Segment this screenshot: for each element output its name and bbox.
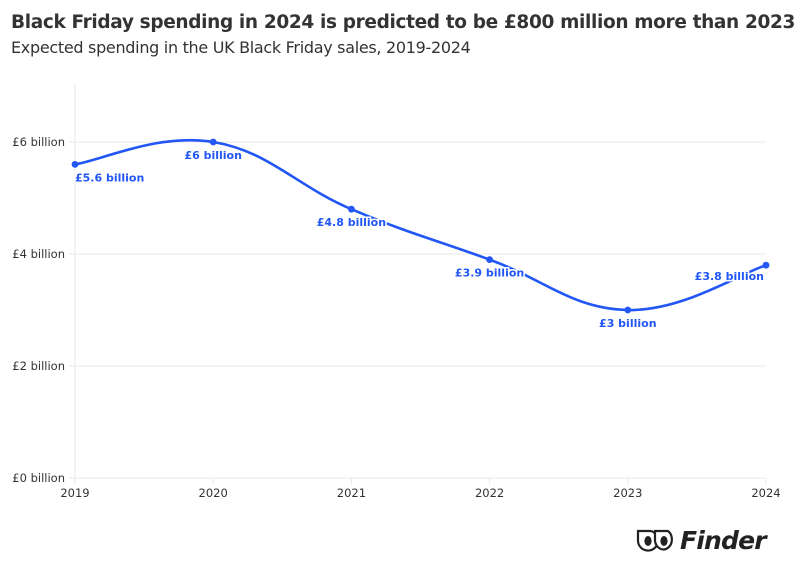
x-tick-label: 2022	[475, 486, 504, 500]
data-label: £5.6 billion	[75, 171, 144, 184]
finder-logo-text: Finder	[680, 526, 767, 555]
series	[71, 138, 770, 314]
data-label: £3.8 billion	[695, 270, 764, 283]
chart-subtitle: Expected spending in the UK Black Friday…	[11, 38, 471, 57]
data-labels: £5.6 billion £6 billion £4.8 billion £3.9 b…	[74, 148, 766, 332]
axes: £0 billion £2 billion £4 billion £6 billion…	[12, 135, 780, 500]
y-tick-label: £4 billion	[12, 247, 65, 261]
data-label: £4.8 billion	[317, 216, 386, 229]
data-point	[762, 261, 770, 269]
series-line	[73, 138, 768, 312]
x-tick-label: 2023	[613, 486, 642, 500]
x-tick-label: 2024	[751, 486, 780, 500]
data-label: £6 billion	[184, 149, 241, 162]
data-point	[348, 205, 355, 213]
y-tick-label: £2 billion	[12, 359, 65, 373]
y-tick-label: £6 billion	[12, 135, 65, 149]
chart-title: Black Friday spending in 2024 is predict…	[11, 12, 794, 33]
data-point	[624, 306, 632, 314]
data-point	[486, 256, 493, 263]
x-tick-label: 2019	[60, 486, 89, 500]
data-label: £3.9 billion	[455, 267, 524, 280]
finder-logo: Finder	[636, 526, 767, 555]
data-point	[209, 138, 217, 146]
finder-eyes-icon	[636, 529, 673, 552]
gridlines	[69, 84, 766, 484]
x-tick-label: 2020	[199, 486, 228, 500]
y-tick-label: £0 billion	[12, 471, 65, 485]
data-point	[71, 161, 79, 168]
data-label: £3 billion	[599, 317, 656, 330]
x-tick-label: 2021	[337, 486, 366, 500]
